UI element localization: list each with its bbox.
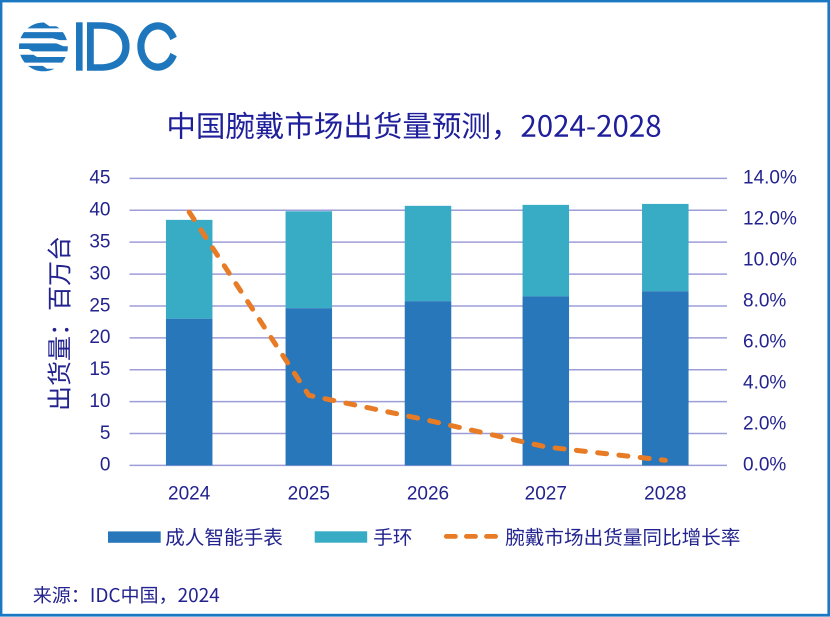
svg-text:2025: 2025 — [288, 483, 330, 504]
svg-text:10.0%: 10.0% — [743, 250, 797, 271]
svg-text:2028: 2028 — [644, 483, 686, 504]
svg-text:2026: 2026 — [407, 483, 449, 504]
svg-text:15: 15 — [89, 359, 110, 380]
svg-text:2024: 2024 — [168, 483, 211, 504]
svg-text:10: 10 — [89, 391, 110, 412]
svg-text:20: 20 — [89, 327, 110, 348]
svg-text:6.0%: 6.0% — [743, 332, 786, 353]
svg-text:45: 45 — [89, 168, 110, 189]
svg-text:0: 0 — [100, 455, 111, 476]
svg-text:2027: 2027 — [525, 483, 567, 504]
svg-text:4.0%: 4.0% — [743, 373, 786, 394]
svg-text:0.0%: 0.0% — [743, 455, 786, 476]
svg-text:14.0%: 14.0% — [743, 168, 797, 189]
svg-text:2.0%: 2.0% — [743, 414, 786, 435]
svg-text:5: 5 — [100, 423, 111, 444]
svg-text:8.0%: 8.0% — [743, 291, 786, 312]
svg-text:35: 35 — [89, 232, 110, 253]
svg-text:25: 25 — [89, 295, 110, 316]
svg-text:40: 40 — [89, 200, 110, 221]
svg-text:12.0%: 12.0% — [743, 209, 797, 230]
svg-text:30: 30 — [89, 263, 110, 284]
